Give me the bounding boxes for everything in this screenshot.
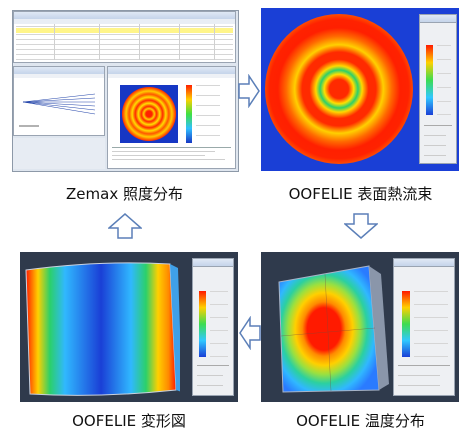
illumination-rings-plot xyxy=(120,85,178,143)
zemax-screenshot xyxy=(12,10,239,172)
temperature-plate-render xyxy=(278,265,389,393)
legend-window xyxy=(393,258,455,396)
arrow-down-icon xyxy=(344,213,378,239)
heat-flux-disk xyxy=(265,14,413,164)
legend-colorbar xyxy=(199,291,206,357)
deformation-screenshot xyxy=(20,252,238,402)
caption-deformation: OOFELIE 変形図 xyxy=(72,412,186,430)
ray-fan-diagram xyxy=(19,93,96,127)
legend-colorbar xyxy=(426,45,433,115)
caption-surface-heat-flux: OOFELIE 表面熱流束 xyxy=(288,185,433,203)
heat-flux-screenshot xyxy=(261,8,459,171)
arrow-left-icon xyxy=(239,316,261,350)
caption-zemax-illuminance: Zemax 照度分布 xyxy=(66,185,183,203)
legend-colorbar xyxy=(402,291,410,357)
illumination-window xyxy=(107,66,236,169)
lens-data-editor-window xyxy=(13,11,236,63)
legend-window xyxy=(419,14,457,164)
arrow-up-icon xyxy=(108,213,142,239)
temperature-screenshot xyxy=(261,252,459,402)
caption-temperature-distribution: OOFELIE 温度分布 xyxy=(296,412,425,430)
status-strip xyxy=(13,138,105,169)
colorbar xyxy=(186,85,192,143)
legend-window xyxy=(192,258,234,396)
selected-row-highlight xyxy=(16,28,233,33)
arrow-right-icon xyxy=(238,74,260,108)
ray-layout-window xyxy=(13,66,105,136)
deformed-plate-render xyxy=(25,262,180,396)
